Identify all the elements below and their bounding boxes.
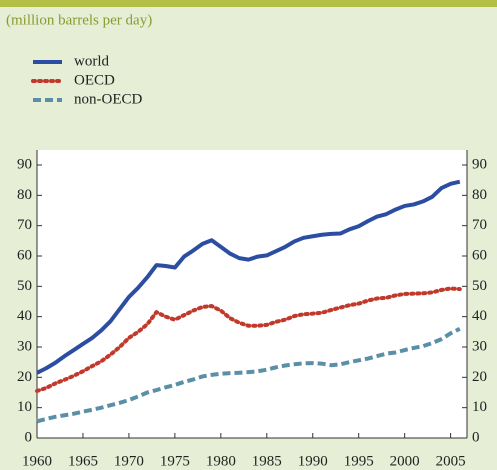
y-tick-label: 0 bbox=[25, 429, 33, 445]
y-tick-label: 30 bbox=[17, 338, 32, 354]
y-tick-label: 40 bbox=[17, 308, 32, 324]
y-tick-label-right: 20 bbox=[472, 369, 487, 385]
y-tick-label-right: 30 bbox=[472, 338, 487, 354]
x-tick-label: 1985 bbox=[252, 453, 282, 469]
y-tick-label-right: 10 bbox=[472, 399, 487, 415]
y-tick-label: 20 bbox=[17, 369, 32, 385]
x-tick-label: 1975 bbox=[160, 453, 190, 469]
legend-label: OECD bbox=[74, 72, 115, 88]
legend-label: non-OECD bbox=[74, 91, 142, 107]
y-tick-label-right: 80 bbox=[472, 187, 487, 203]
series-line bbox=[35, 286, 462, 393]
x-tick-label: 2000 bbox=[390, 453, 420, 469]
y-tick-label-right: 50 bbox=[472, 278, 487, 294]
x-tick-label: 1960 bbox=[22, 453, 52, 469]
y-tick-label: 70 bbox=[17, 217, 32, 233]
y-tick-label-right: 0 bbox=[472, 429, 480, 445]
y-tick-label: 10 bbox=[17, 399, 32, 415]
series-line bbox=[36, 327, 461, 424]
legend-label: world bbox=[74, 53, 109, 69]
x-tick-label: 1995 bbox=[344, 453, 374, 469]
x-tick-label: 1980 bbox=[206, 453, 236, 469]
x-tick-label: 2005 bbox=[436, 453, 466, 469]
top-bar bbox=[0, 0, 497, 7]
y-tick-label-right: 60 bbox=[472, 247, 487, 263]
series-line bbox=[36, 179, 461, 375]
y-tick-label-right: 90 bbox=[472, 156, 487, 172]
x-tick-label: 1990 bbox=[298, 453, 328, 469]
y-tick-label-right: 40 bbox=[472, 308, 487, 324]
y-tick-label: 60 bbox=[17, 247, 32, 263]
y-tick-label: 80 bbox=[17, 187, 32, 203]
x-tick-label: 1970 bbox=[114, 453, 144, 469]
y-tick-label: 90 bbox=[17, 156, 32, 172]
y-tick-label-right: 70 bbox=[472, 217, 487, 233]
y-tick-label: 50 bbox=[17, 278, 32, 294]
subtitle: (million barrels per day) bbox=[6, 12, 152, 28]
x-tick-label: 1965 bbox=[68, 453, 98, 469]
